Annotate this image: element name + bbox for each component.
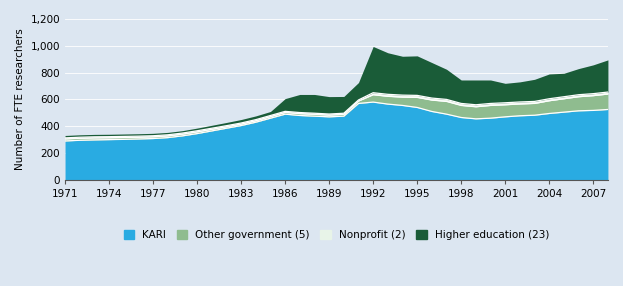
Y-axis label: Number of FTE researchers: Number of FTE researchers [15, 29, 25, 170]
Legend: KARI, Other government (5), Nonprofit (2), Higher education (23): KARI, Other government (5), Nonprofit (2… [124, 230, 549, 240]
